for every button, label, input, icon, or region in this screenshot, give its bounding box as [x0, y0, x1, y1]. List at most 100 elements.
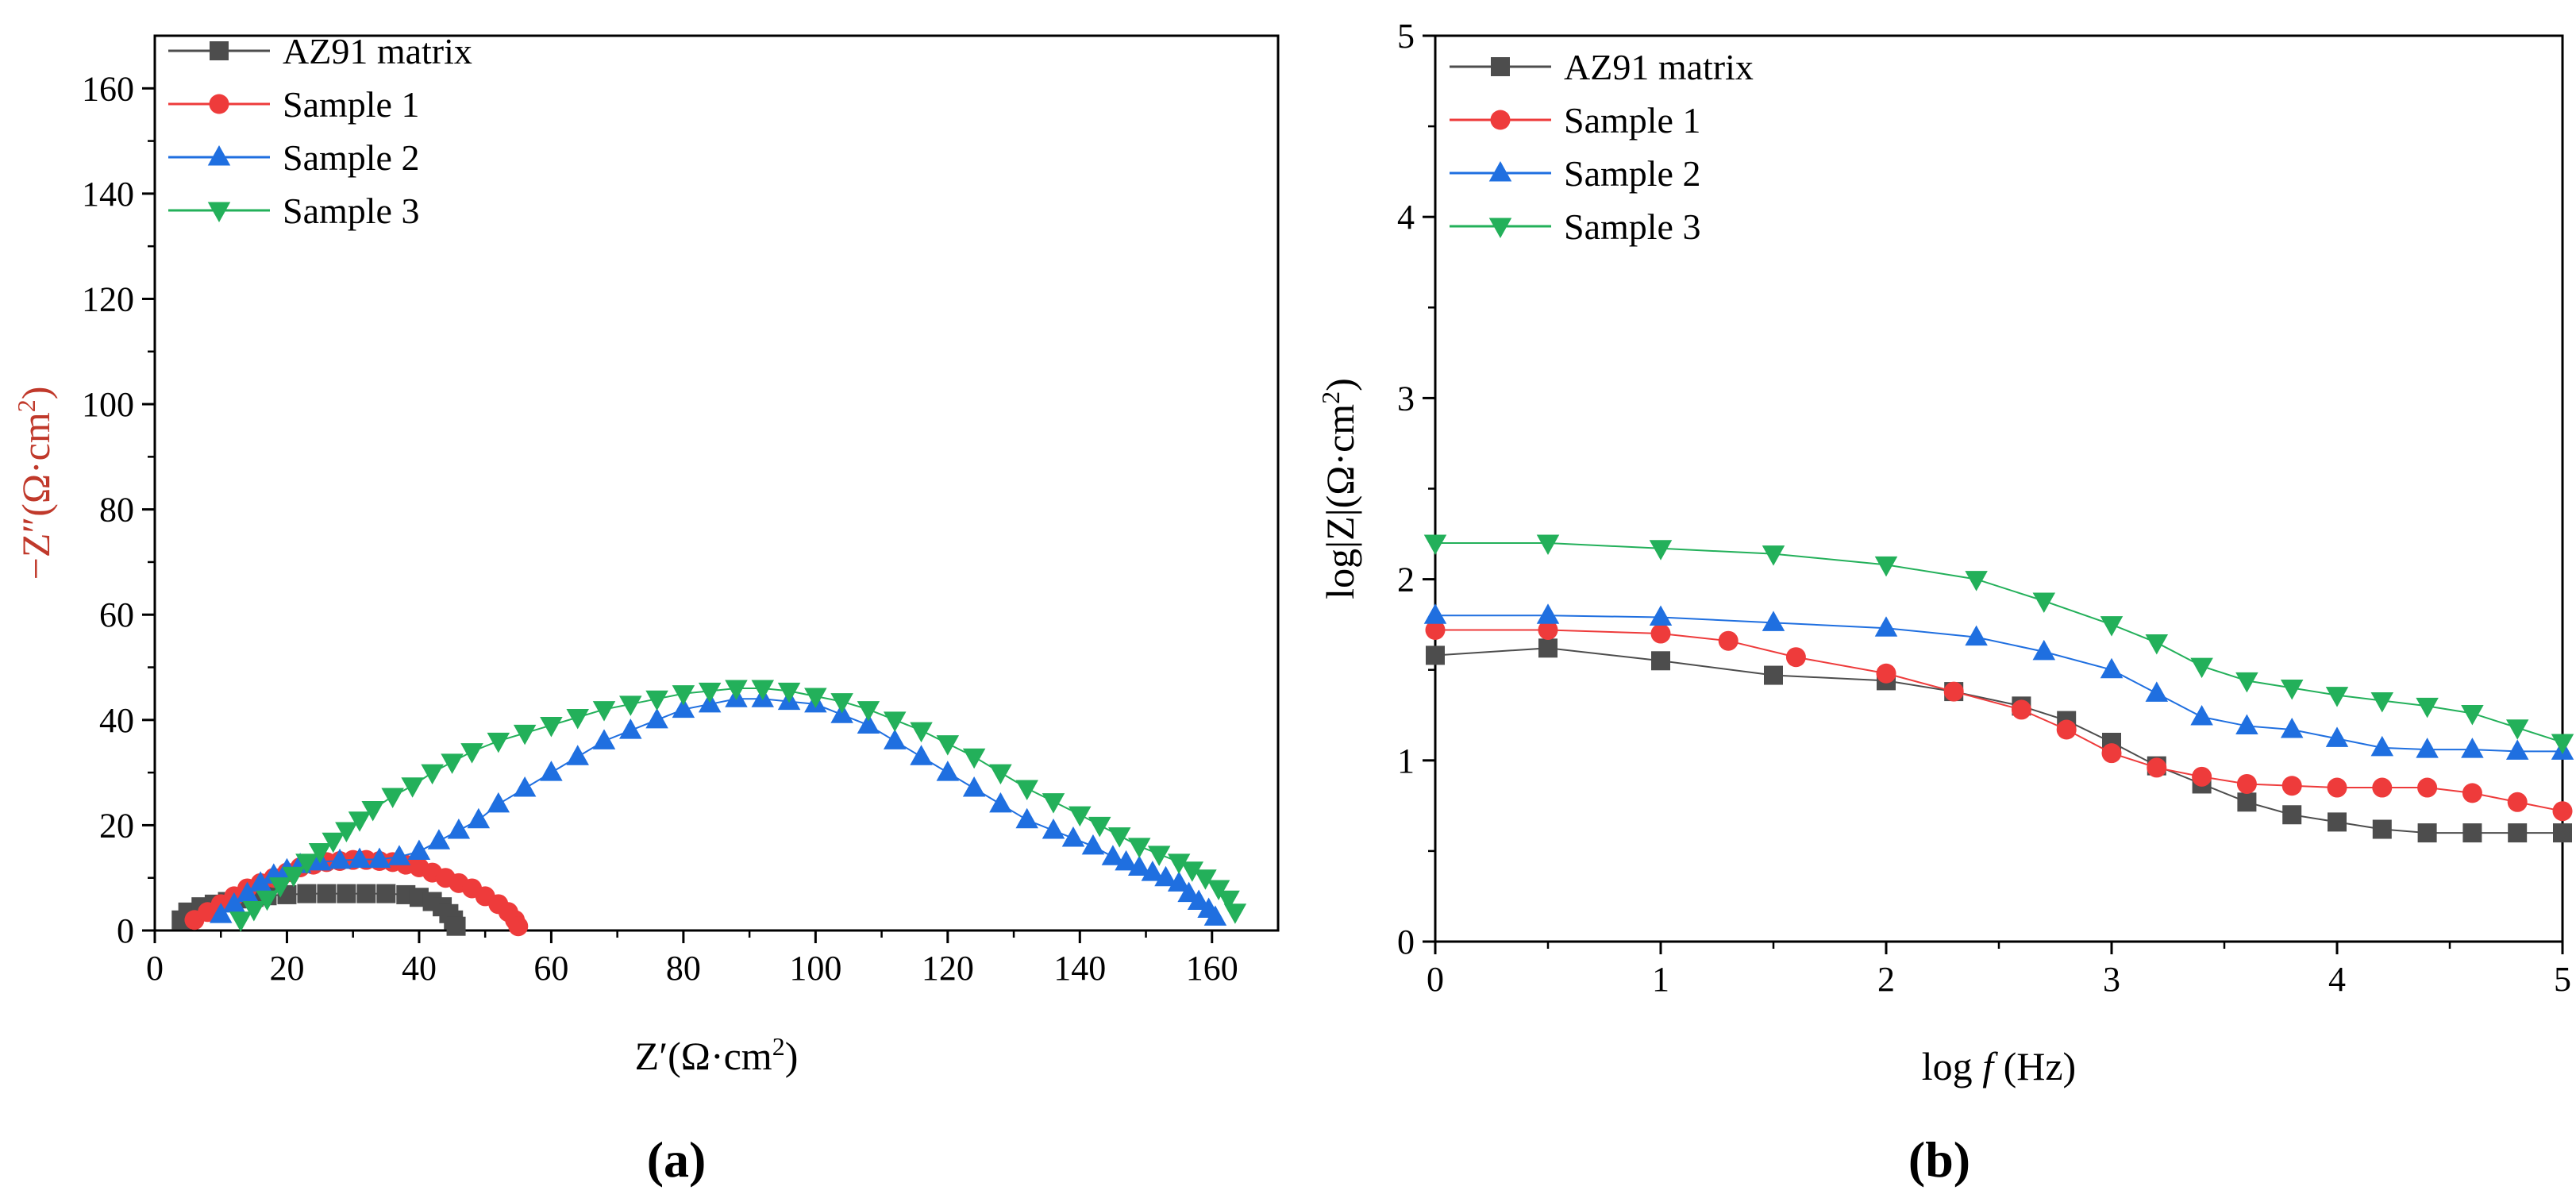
data-point: [356, 884, 376, 903]
chart-panel-b: 0 1 2 3 4 5 0 1 2 3 4 5 AZ91 matrix Sample 1 Sample 2 S…: [1316, 17, 2574, 1188]
legend-entry-label: AZ91 matrix: [283, 31, 472, 71]
y-tick-label: 140: [82, 175, 134, 214]
data-point: [421, 764, 444, 785]
data-point: [387, 845, 411, 865]
x-tick-label: 5: [2554, 960, 2571, 999]
chart-panel-a: 0 20 40 60 80 100 120 140 160 0 20 40 60 80 100 120 140 1…: [12, 31, 1280, 1188]
y-tick-label: 160: [82, 69, 134, 108]
y-axis-label-tail: ): [13, 387, 58, 400]
x-axis-label-sup: 2: [772, 1032, 785, 1061]
data-point: [1061, 826, 1085, 847]
data-point: [1147, 846, 1171, 866]
x-tick-label: 1: [1652, 960, 1669, 999]
y-tick-label: 80: [99, 491, 134, 530]
data-point: [1042, 793, 1065, 814]
y-tick-label: 40: [99, 701, 134, 740]
data-point: [2056, 719, 2077, 740]
data-point: [1015, 807, 1038, 829]
data-point: [804, 688, 827, 708]
y-axis-label: −Z″(Ω·cm2): [12, 387, 58, 580]
data-point: [989, 764, 1012, 785]
legend-entry-label: Sample 3: [283, 191, 419, 231]
legend: AZ91 matrix Sample 1 Sample 2 Sample 3: [168, 31, 472, 231]
x-tick-label: 120: [922, 949, 974, 988]
y-tick-label: 120: [82, 279, 134, 318]
y-tick-label: 0: [1397, 923, 1415, 961]
data-point: [1536, 534, 1560, 555]
data-point: [989, 792, 1012, 813]
data-point: [508, 916, 529, 937]
data-point: [645, 707, 668, 729]
data-point: [2032, 639, 2056, 661]
x-tick-label: 0: [1427, 960, 1444, 999]
data-point: [883, 711, 907, 732]
data-point: [1651, 651, 1670, 671]
data-point: [1088, 816, 1111, 838]
data-point: [1015, 780, 1038, 801]
data-point: [1762, 611, 1785, 631]
data-point: [2553, 823, 2572, 843]
data-point: [1203, 905, 1227, 926]
data-point: [2417, 777, 2438, 798]
data-point: [1115, 849, 1138, 871]
data-point: [1180, 861, 1204, 882]
data-point: [322, 832, 345, 853]
series-line: [1435, 614, 2563, 753]
panel-label: (a): [647, 1131, 707, 1188]
data-point: [1649, 540, 1673, 561]
x-axis-label: Z′(Ω·cm2): [635, 1032, 799, 1078]
data-point: [1718, 630, 1739, 651]
x-axis-label: log f (Hz): [1922, 1044, 2076, 1088]
data-point: [910, 745, 933, 765]
legend-marker: [1490, 110, 1511, 130]
data-point: [1042, 819, 1065, 839]
series-sample-2: [209, 687, 1227, 926]
data-point: [672, 697, 695, 719]
data-point: [460, 743, 483, 764]
x-axis-label-tail: ): [785, 1034, 799, 1078]
data-point: [1538, 619, 1558, 640]
data-point: [857, 701, 880, 722]
y-tick-label: 0: [117, 911, 134, 950]
data-point: [566, 745, 589, 765]
legend: AZ91 matrix Sample 1 Sample 2 Sample 3: [1450, 47, 1754, 247]
data-point: [447, 819, 471, 839]
data-point: [751, 680, 775, 701]
data-point: [348, 847, 372, 869]
x-tick-label: 100: [789, 949, 841, 988]
data-point: [1423, 534, 1447, 555]
data-point: [1167, 853, 1191, 874]
data-point: [2462, 823, 2482, 843]
series-sample-1: [1425, 619, 2573, 822]
data-point: [1876, 663, 1896, 684]
data-point: [248, 871, 272, 892]
y-tick-label: 4: [1397, 198, 1415, 237]
data-point: [295, 853, 318, 874]
data-point: [672, 685, 695, 706]
data-point: [487, 792, 510, 813]
x-tick-label: 140: [1053, 949, 1106, 988]
data-point: [1207, 880, 1230, 900]
data-point: [566, 709, 589, 730]
data-point: [361, 801, 384, 822]
series-sample-3: [1423, 534, 2574, 754]
x-tick-label: 80: [666, 949, 701, 988]
data-point: [2551, 734, 2574, 754]
data-point: [1874, 616, 1898, 637]
x-axis-label-text: log: [1922, 1044, 1982, 1088]
y-tick-label: 100: [82, 385, 134, 424]
y-tick-label: 20: [99, 806, 134, 845]
legend-entry-label: Sample 2: [1564, 153, 1700, 194]
data-point: [1650, 623, 1671, 644]
data-point: [2282, 805, 2302, 825]
data-point: [2101, 743, 2122, 764]
data-point: [368, 847, 391, 869]
data-point: [645, 690, 668, 711]
data-point: [2462, 783, 2482, 803]
data-point: [2032, 592, 2056, 613]
data-point: [427, 829, 451, 849]
data-point: [1762, 545, 1785, 566]
data-point: [1127, 838, 1151, 858]
data-point: [513, 724, 537, 745]
data-point: [2370, 692, 2394, 713]
